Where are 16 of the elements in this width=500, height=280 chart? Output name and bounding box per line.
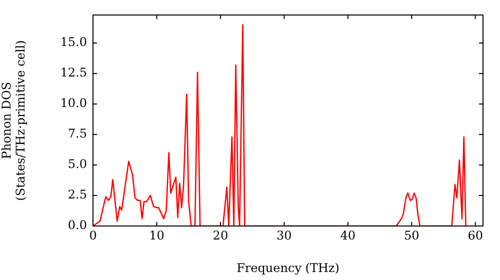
y-tick-label: 15.0	[60, 35, 87, 50]
y-tick-label: 12.5	[60, 66, 87, 80]
y-tick-label: 0.0	[68, 218, 87, 232]
y-tick-label: 7.5	[68, 126, 87, 141]
y-tick-label: 2.5	[68, 188, 87, 202]
y-tick-label: 5.0	[68, 157, 87, 172]
x-axis-title: Frequency (THz)	[236, 260, 340, 275]
x-tick-label: 0	[89, 228, 97, 242]
x-tick-label: 40	[340, 228, 356, 242]
x-tick-label: 20	[212, 228, 228, 242]
y-tick-label: 10.0	[60, 96, 87, 110]
y-axis-title: Phonon DOS (States/THz·primitive cell)	[0, 40, 28, 201]
x-tick-label: 10	[149, 228, 164, 242]
x-tick-label: 30	[276, 228, 292, 242]
x-tick-label: 60	[468, 228, 483, 242]
x-tick-label: 50	[404, 228, 420, 242]
